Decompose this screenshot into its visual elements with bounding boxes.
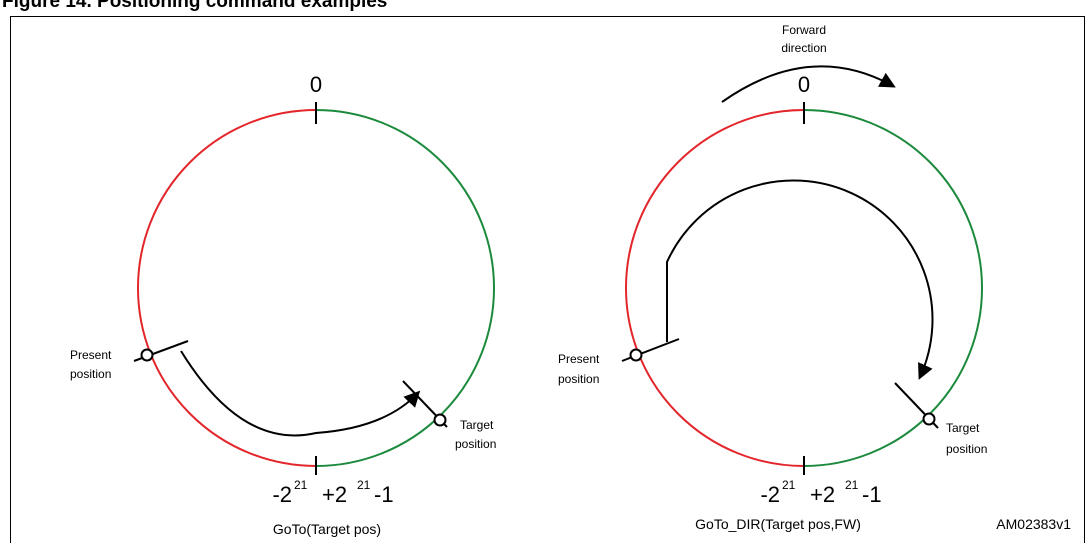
min-range-label: -2 — [272, 482, 292, 507]
forward-direction-arrow — [721, 65, 896, 103]
command-label: GoTo(Target pos) — [273, 521, 381, 537]
target-label-line2: position — [455, 437, 496, 451]
negative-half-arc — [137, 109, 317, 467]
target-position-point — [433, 413, 447, 427]
movement-arrow — [180, 350, 421, 437]
present-label-line1: Present — [70, 348, 112, 362]
movement-arrow — [666, 179, 934, 380]
present-position-point — [629, 348, 643, 362]
target-label-line2: position — [946, 442, 987, 456]
goto-diagram: 0 Present position Target position -2 21… — [70, 72, 496, 537]
max-range-label: +2 — [810, 482, 835, 507]
present-label-line2: position — [558, 372, 599, 386]
command-label: GoTo_DIR(Target pos,FW) — [695, 516, 861, 532]
target-position-point — [922, 412, 936, 426]
negative-half-arc — [625, 109, 805, 467]
forward-label-line2: direction — [781, 41, 826, 55]
goto-dir-diagram: 0 Forward direction Present position Tar… — [558, 23, 987, 532]
min-range-exponent: 21 — [782, 478, 796, 492]
max-range-suffix: -1 — [374, 482, 394, 507]
min-range-label: -2 — [760, 482, 780, 507]
positive-half-arc — [803, 109, 983, 467]
present-position-point — [140, 348, 154, 362]
present-label-line2: position — [70, 367, 111, 381]
forward-label-line1: Forward — [782, 23, 826, 37]
max-range-suffix: -1 — [862, 482, 882, 507]
target-label-line1: Target — [946, 421, 980, 435]
max-range-exponent: 21 — [357, 478, 371, 492]
max-range-label: +2 — [322, 482, 347, 507]
present-label-line1: Present — [558, 352, 600, 366]
figure-frame — [10, 16, 1085, 543]
figure-caption: Figure 14. Positioning command examples — [2, 0, 388, 12]
zero-label: 0 — [798, 72, 810, 97]
figure-id: AM02383v1 — [996, 516, 1071, 532]
max-range-exponent: 21 — [845, 478, 859, 492]
target-label-line1: Target — [460, 418, 494, 432]
zero-label: 0 — [310, 72, 322, 97]
min-range-exponent: 21 — [294, 478, 308, 492]
positive-half-arc — [315, 109, 495, 467]
